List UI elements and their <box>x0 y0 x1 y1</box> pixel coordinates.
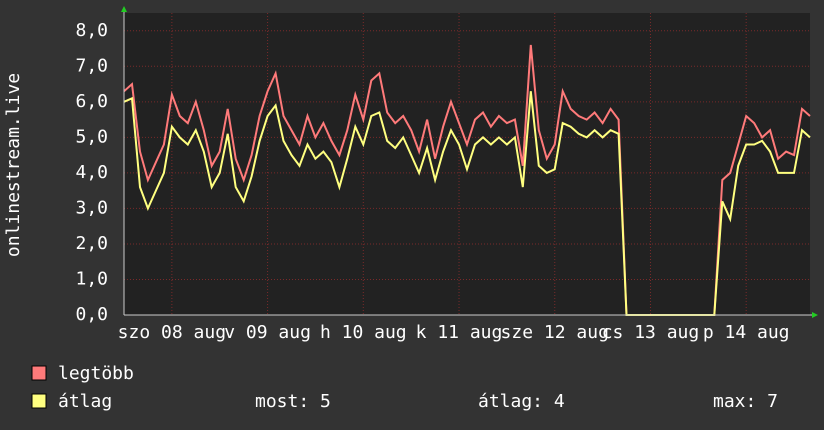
stat: most: 5 <box>255 391 331 412</box>
y-tick-label: 2,0 <box>75 233 108 254</box>
y-arrow <box>121 6 127 12</box>
x-tick-label: sze 12 aug <box>501 322 609 343</box>
y-tick-label: 7,0 <box>75 55 108 76</box>
x-tick-label: p 14 aug <box>703 322 790 343</box>
y-tick-label: 1,0 <box>75 268 108 289</box>
legend-swatch <box>31 393 47 409</box>
y-tick-label: 8,0 <box>75 20 108 41</box>
plot-area <box>124 13 810 315</box>
x-tick-label: szo 08 aug <box>118 322 226 343</box>
x-tick-label: h 10 aug <box>320 322 407 343</box>
stat: átlag: 4 <box>478 391 565 412</box>
legend-swatch <box>31 365 47 381</box>
legend: legtöbb átlag most: 5 átlag: 4 max: 7 <box>31 363 778 412</box>
y-tick-label: 5,0 <box>75 126 108 147</box>
y-axis-label: onlinestream.live <box>3 73 24 257</box>
x-arrow <box>812 312 818 318</box>
legend-label: legtöbb <box>58 363 134 384</box>
stat: max: 7 <box>713 391 778 412</box>
y-tick-label: 4,0 <box>75 162 108 183</box>
legend-label: átlag <box>58 391 112 412</box>
x-tick-label: v 09 aug <box>224 322 311 343</box>
y-tick-label: 6,0 <box>75 91 108 112</box>
y-tick-label: 0,0 <box>75 304 108 325</box>
x-tick-label: k 11 aug <box>416 322 503 343</box>
y-tick-label: 3,0 <box>75 197 108 218</box>
x-tick-label: cs 13 aug <box>602 322 700 343</box>
